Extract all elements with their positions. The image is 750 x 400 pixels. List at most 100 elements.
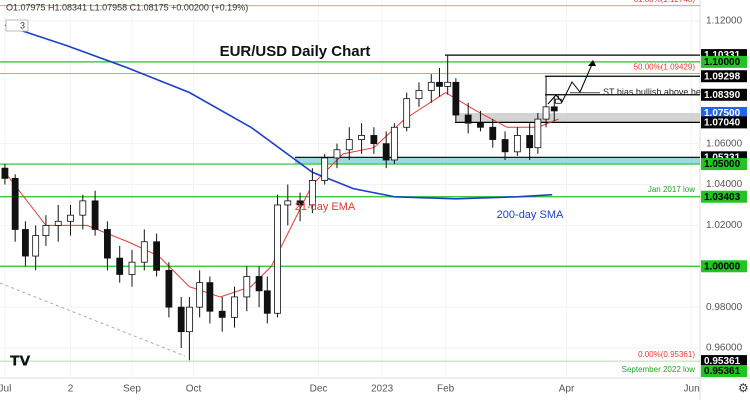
- candle-body: [67, 214, 74, 222]
- candle: [345, 127, 353, 160]
- level-box: [701, 158, 747, 171]
- candle-body: [54, 220, 62, 226]
- x-tick-label: Jul: [0, 384, 11, 395]
- candle: [91, 190, 99, 236]
- y-tick-label: 1.02000: [706, 220, 743, 231]
- candle: [550, 96, 558, 122]
- candle-body: [358, 135, 365, 140]
- candle: [218, 296, 226, 332]
- candle: [32, 225, 40, 271]
- fib-label: 61.80%(1.12748): [634, 0, 696, 4]
- candle-body: [382, 143, 390, 161]
- candle: [206, 276, 214, 324]
- level-box: [701, 260, 747, 273]
- x-tick-label: Dec: [310, 384, 328, 395]
- candle-body: [22, 229, 29, 257]
- candle-body: [243, 276, 251, 298]
- level-box: [701, 88, 747, 101]
- x-tick-label: Sep: [123, 384, 141, 395]
- support-zone: [295, 157, 700, 165]
- candle: [153, 233, 161, 277]
- level-label: 0.95361: [704, 366, 741, 377]
- candle: [177, 296, 185, 349]
- candle: [427, 74, 435, 103]
- candle-body: [231, 296, 238, 318]
- level-label: 1.05000: [704, 159, 741, 170]
- candle: [79, 194, 87, 230]
- level-label: 1.07500: [704, 108, 741, 119]
- candle-body: [79, 200, 87, 216]
- candle: [436, 68, 443, 97]
- candle-body: [116, 257, 124, 275]
- level-label: 1.00000: [704, 261, 741, 272]
- candle-body: [153, 241, 161, 271]
- candle: [489, 119, 497, 148]
- candle: [255, 266, 263, 308]
- ohlc-header: O1.07975 H1.08341 L1.07958 C1.08175 +0.0…: [6, 2, 248, 12]
- candle: [42, 215, 50, 246]
- candle: [128, 249, 136, 287]
- level-box: [701, 190, 747, 203]
- candle: [452, 78, 460, 124]
- candle-body: [477, 122, 484, 128]
- y-tick-label: 0.96000: [706, 343, 743, 354]
- candle-body: [513, 135, 521, 153]
- level-label: 1.09298: [704, 71, 741, 82]
- candle-body: [464, 114, 472, 124]
- candle-body: [91, 200, 99, 230]
- candle-body: [542, 106, 550, 120]
- candle-body: [263, 290, 271, 314]
- candle: [11, 174, 19, 242]
- level-label: 1.10331: [704, 50, 741, 61]
- candle-body: [140, 241, 148, 263]
- candle-body: [128, 261, 136, 275]
- candle: [333, 143, 341, 169]
- candle-body: [274, 204, 281, 314]
- candle-body: [436, 81, 443, 87]
- candle-body: [333, 149, 341, 159]
- candle: [513, 127, 521, 156]
- fib-label: 50.00%(1.09429): [634, 63, 696, 72]
- level-box: [701, 365, 747, 377]
- candle-body: [452, 81, 460, 116]
- indicator-toggle[interactable]: [5, 19, 29, 32]
- candle: [390, 123, 398, 165]
- annotation: Jan 2017 low: [648, 185, 695, 194]
- level-box: [701, 106, 747, 119]
- level-box: [701, 355, 747, 368]
- level-label: 1.05331: [704, 152, 741, 163]
- settings-icon[interactable]: ⚙: [738, 381, 749, 395]
- candle-body: [11, 177, 19, 230]
- candle-body: [1, 167, 9, 179]
- candle: [464, 102, 472, 134]
- candle: [501, 131, 509, 160]
- x-tick-label: Oct: [186, 384, 202, 395]
- y-tick-label: 0.98000: [706, 302, 743, 313]
- candle: [403, 92, 411, 132]
- x-tick-label: Jun: [684, 384, 700, 395]
- level-label: 0.95361: [704, 356, 741, 367]
- candle-body: [501, 139, 509, 153]
- candle-body: [255, 276, 263, 292]
- candle-body: [489, 126, 497, 140]
- candle-body: [403, 98, 411, 128]
- level-box: [701, 55, 747, 68]
- candle: [54, 204, 62, 242]
- series-label: 200-day SMA: [497, 209, 564, 221]
- y-tick-label: 1.12000: [706, 16, 743, 27]
- candle-body: [196, 282, 204, 308]
- candle: [1, 164, 9, 185]
- candle: [444, 55, 452, 95]
- candle: [542, 76, 550, 128]
- candle: [321, 153, 329, 185]
- candle: [231, 286, 238, 328]
- candle: [477, 110, 484, 132]
- candle: [296, 192, 304, 222]
- level-label: 1.07040: [704, 118, 741, 129]
- chart-title: EUR/USD Daily Chart: [220, 43, 371, 60]
- candle: [196, 270, 204, 318]
- ma-line: [4, 91, 559, 298]
- candle-body: [104, 229, 111, 259]
- level-label: 1.10000: [704, 57, 741, 68]
- indicator-count: 3: [20, 20, 25, 30]
